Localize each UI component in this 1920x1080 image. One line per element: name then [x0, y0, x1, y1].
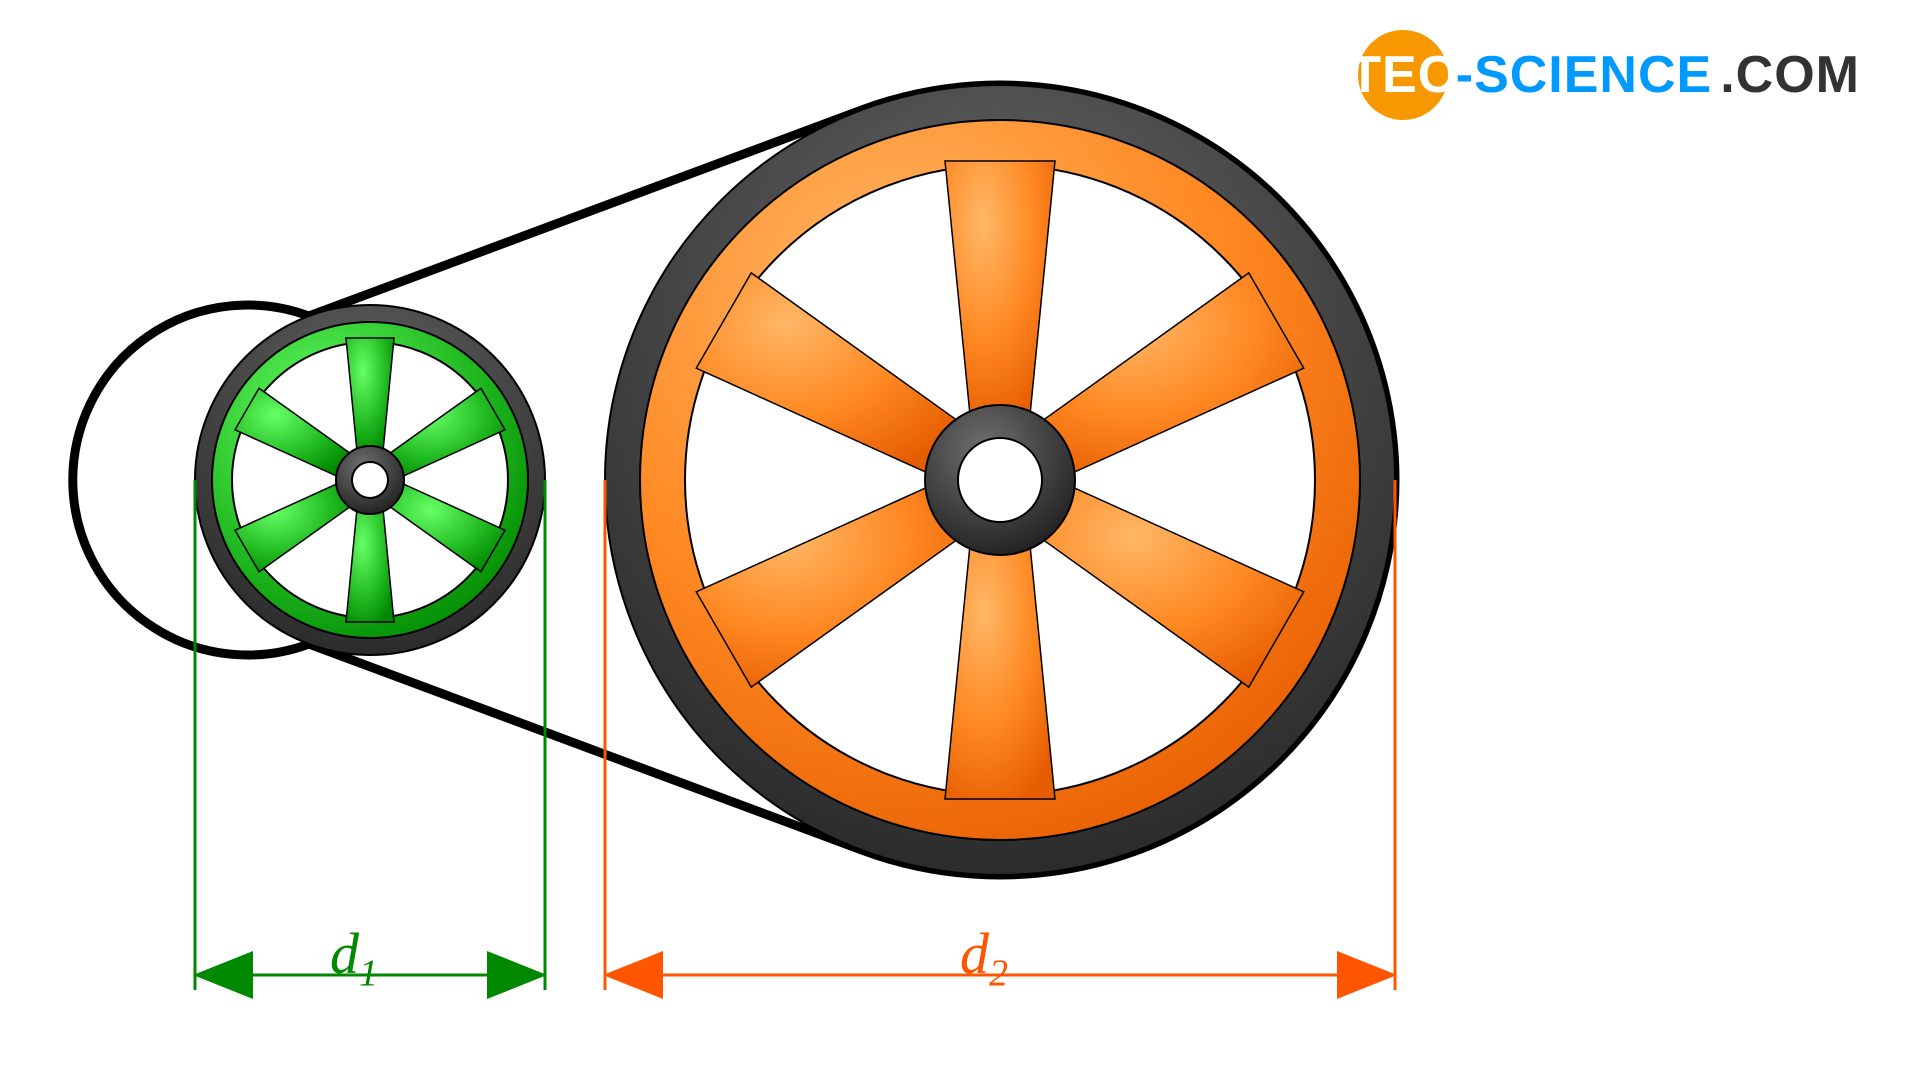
logo: TEC -SCIENCE.COM	[1358, 30, 1860, 120]
large-pulley	[605, 85, 1395, 875]
logo-dotcom-text: .COM	[1720, 45, 1860, 105]
logo-circle: TEC	[1358, 30, 1448, 120]
logo-tec-text: TEC	[1349, 45, 1456, 105]
small-pulley	[195, 305, 545, 655]
logo-science-text: -SCIENCE	[1456, 45, 1712, 105]
diagram-canvas: TEC -SCIENCE.COM d1 d2	[0, 0, 1920, 1080]
dimension-label-d1: d1	[330, 920, 378, 996]
pulley-diagram-svg	[0, 0, 1920, 1080]
dimension-label-d2: d2	[960, 920, 1008, 996]
